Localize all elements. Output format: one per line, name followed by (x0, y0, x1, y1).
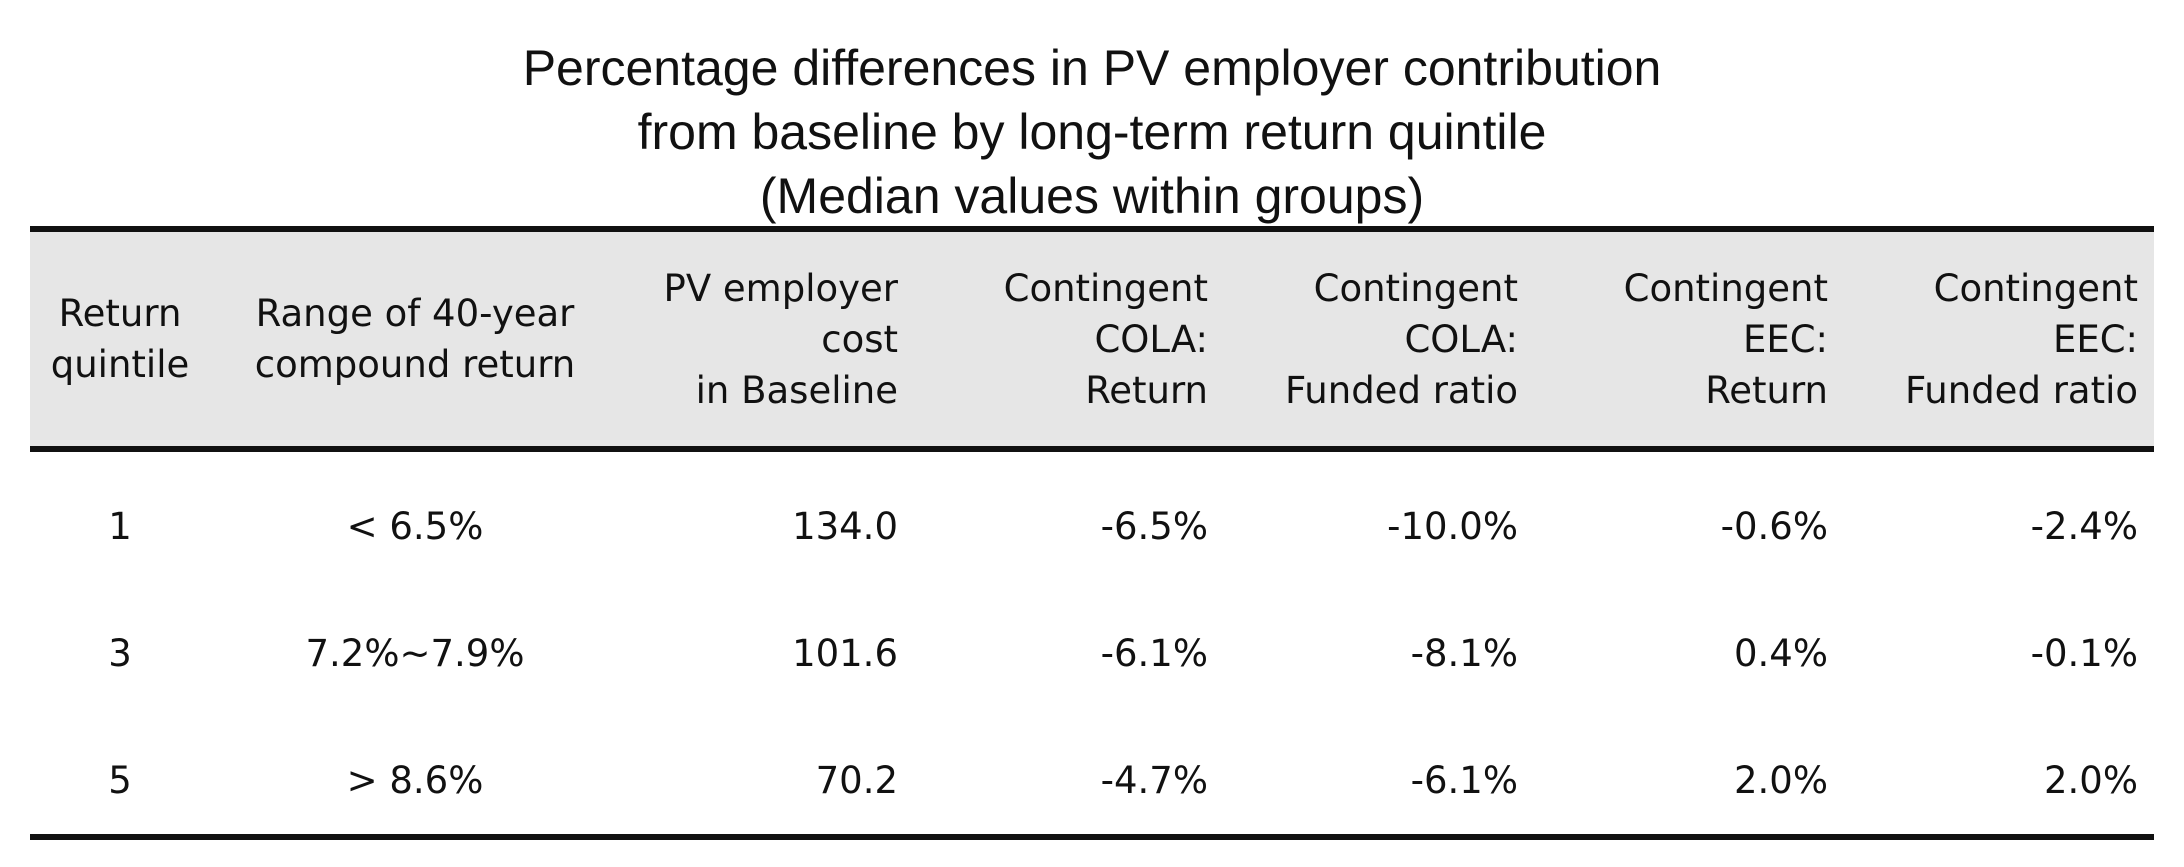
cell-cola-funded-ratio: -6.1% (1410, 759, 1518, 802)
header-line: EEC: (1742, 317, 1828, 361)
header-line: Contingent (1933, 266, 2138, 310)
cell-eec-return: 2.0% (1734, 759, 1828, 802)
header-line: cost (821, 317, 898, 361)
cell-quintile: 5 (108, 759, 132, 802)
cell-eec-return: 0.4% (1734, 632, 1828, 675)
header-rule (30, 446, 2154, 452)
cell-cola-return: -6.1% (1100, 632, 1208, 675)
table-row: 3 7.2%~7.9% 101.6 -6.1% -8.1% 0.4% -0.1% (30, 624, 2154, 684)
header-line: PV employer (663, 266, 898, 310)
table-title: Percentage differences in PV employer co… (0, 36, 2184, 228)
cell-range: < 6.5% (346, 505, 484, 548)
header-line: in Baseline (695, 368, 898, 412)
table-body: 1 < 6.5% 134.0 -6.5% -10.0% -0.6% -2.4% … (30, 452, 2154, 834)
header-line: Return (1085, 368, 1208, 412)
cell-cola-funded-ratio: -8.1% (1410, 632, 1518, 675)
cell-eec-return: -0.6% (1720, 505, 1828, 548)
bottom-rule (30, 834, 2154, 840)
cell-range: 7.2%~7.9% (305, 632, 525, 675)
cell-pv-cost: 134.0 (792, 505, 898, 548)
cell-cola-return: -4.7% (1100, 759, 1208, 802)
header-line: Return (58, 292, 182, 335)
header-line: COLA: (1094, 317, 1208, 361)
header-line: Contingent (1313, 266, 1518, 310)
cell-cola-funded-ratio: -10.0% (1387, 505, 1518, 548)
cell-eec-funded-ratio: -0.1% (2030, 632, 2138, 675)
cell-cola-return: -6.5% (1100, 505, 1208, 548)
header-pv-employer-cost: PV employer cost in Baseline (630, 232, 898, 446)
cell-quintile: 3 (108, 632, 132, 675)
table-row: 1 < 6.5% 134.0 -6.5% -10.0% -0.6% -2.4% (30, 497, 2154, 557)
header-line: Contingent (1003, 266, 1208, 310)
header-line: Contingent (1623, 266, 1828, 310)
cell-eec-funded-ratio: 2.0% (2044, 759, 2138, 802)
header-line: Return (1705, 368, 1828, 412)
header-eec-funded-ratio: Contingent EEC: Funded ratio (1860, 232, 2138, 446)
cell-range: > 8.6% (346, 759, 484, 802)
data-table: Return quintile Range of 40-year compoun… (30, 226, 2154, 840)
header-return-quintile: Return quintile (30, 232, 210, 446)
header-line: compound return (254, 343, 576, 386)
cell-eec-funded-ratio: -2.4% (2030, 505, 2138, 548)
header-line: Range of 40-year (255, 292, 575, 335)
cell-quintile: 1 (108, 505, 132, 548)
cell-pv-cost: 101.6 (792, 632, 898, 675)
header-line: Funded ratio (1905, 368, 2138, 412)
header-line: quintile (50, 343, 190, 386)
header-cola-funded-ratio: Contingent COLA: Funded ratio (1240, 232, 1518, 446)
title-line-1: Percentage differences in PV employer co… (522, 40, 1662, 96)
header-line: Funded ratio (1285, 368, 1518, 412)
header-eec-return: Contingent EEC: Return (1550, 232, 1828, 446)
table-header: Return quintile Range of 40-year compoun… (30, 232, 2154, 446)
title-line-3: (Median values within groups) (759, 168, 1425, 224)
table-row: 5 > 8.6% 70.2 -4.7% -6.1% 2.0% 2.0% (30, 751, 2154, 811)
title-line-2: from baseline by long-term return quinti… (637, 104, 1547, 160)
cell-pv-cost: 70.2 (815, 759, 898, 802)
header-line: EEC: (2052, 317, 2138, 361)
top-rule (30, 226, 2154, 232)
header-cola-return: Contingent COLA: Return (930, 232, 1208, 446)
header-range-of-return: Range of 40-year compound return (225, 232, 605, 446)
header-line: COLA: (1404, 317, 1518, 361)
